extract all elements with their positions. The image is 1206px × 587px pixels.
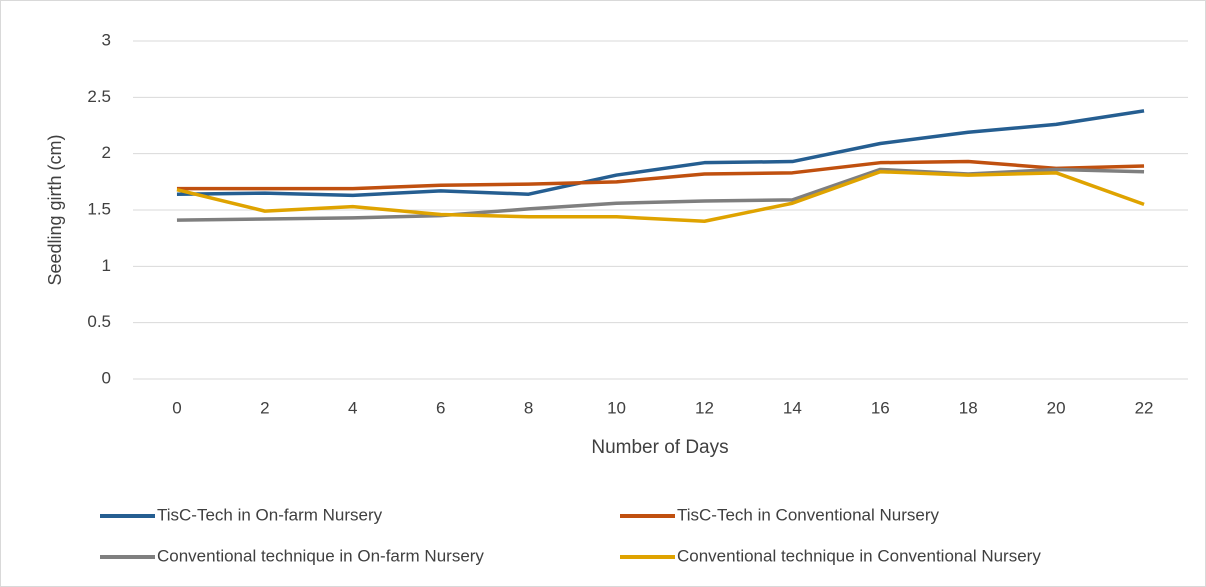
x-tick-label: 14 (783, 398, 802, 417)
y-tick-label: 2.5 (87, 87, 111, 106)
y-tick-label: 1.5 (87, 199, 111, 218)
legend-label: TisC-Tech in On-farm Nursery (157, 505, 383, 524)
series-line (176, 169, 1145, 224)
series-line (176, 109, 1145, 198)
series-line (176, 159, 1145, 191)
x-tick-label: 2 (260, 398, 269, 417)
x-tick-label: 16 (871, 398, 890, 417)
x-tick-label: 10 (607, 398, 626, 417)
y-tick-label: 0.5 (87, 312, 111, 331)
y-tick-label: 2 (102, 143, 111, 162)
x-tick-label: 0 (172, 398, 181, 417)
legend-label: Conventional technique in On-farm Nurser… (157, 546, 484, 565)
legend-label: Conventional technique in Conventional N… (677, 546, 1041, 565)
x-axis-label: Number of Days (591, 437, 728, 458)
x-tick-label: 20 (1047, 398, 1066, 417)
x-tick-label: 4 (348, 398, 357, 417)
x-tick-label: 12 (695, 398, 714, 417)
x-tick-label: 6 (436, 398, 445, 417)
x-tick-label: 18 (959, 398, 978, 417)
x-tick-label: 8 (524, 398, 533, 417)
y-tick-label: 3 (102, 30, 111, 49)
y-tick-label: 1 (102, 256, 111, 275)
y-tick-label: 0 (102, 368, 111, 387)
legend-label: TisC-Tech in Conventional Nursery (677, 505, 940, 524)
y-axis-label: Seedling girth (cm) (45, 134, 65, 285)
x-tick-label: 22 (1135, 398, 1154, 417)
